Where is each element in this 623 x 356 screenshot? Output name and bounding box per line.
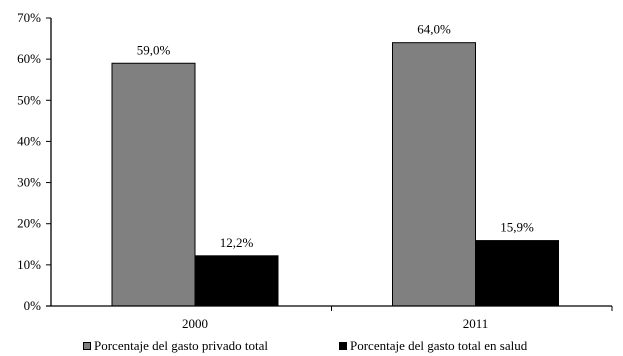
y-tick-label: 50% [17, 92, 41, 107]
x-tick-label: 2000 [182, 316, 208, 331]
y-tick-label: 10% [17, 257, 41, 272]
y-tick-label: 40% [17, 133, 41, 148]
y-tick-label: 0% [24, 298, 42, 313]
data-label: 64,0% [417, 22, 451, 37]
bar-health-spending-2011 [475, 240, 559, 307]
legend-item-health-spending: Porcentaje del gasto total en salud [339, 338, 527, 354]
x-tick-label: 2011 [463, 316, 489, 331]
data-labels: 59,0% 64,0% 12,2% 15,9% [137, 22, 534, 250]
data-label: 15,9% [500, 220, 534, 235]
legend-label: Porcentaje del gasto total en salud [350, 338, 528, 353]
bar-private-spending-2011 [392, 42, 476, 307]
legend-swatch-black [339, 342, 347, 350]
y-tick-label: 70% [17, 10, 41, 25]
data-label: 59,0% [137, 42, 171, 57]
legend-item-private-spending: Porcentaje del gasto privado total [83, 338, 268, 354]
axes: 0% 10% 20% 30% 40% 50% 60% 70% 2000 2011 [17, 10, 613, 331]
legend-label: Porcentaje del gasto privado total [94, 338, 269, 353]
bar-health-spending-2000 [194, 255, 279, 307]
y-tick-label: 60% [17, 51, 41, 66]
bar-private-spending-2000 [111, 62, 196, 307]
y-tick-label: 30% [17, 175, 41, 190]
data-label: 12,2% [220, 235, 254, 250]
legend-swatch-gray [83, 342, 91, 350]
y-tick-label: 20% [17, 216, 41, 231]
bars [111, 42, 559, 307]
